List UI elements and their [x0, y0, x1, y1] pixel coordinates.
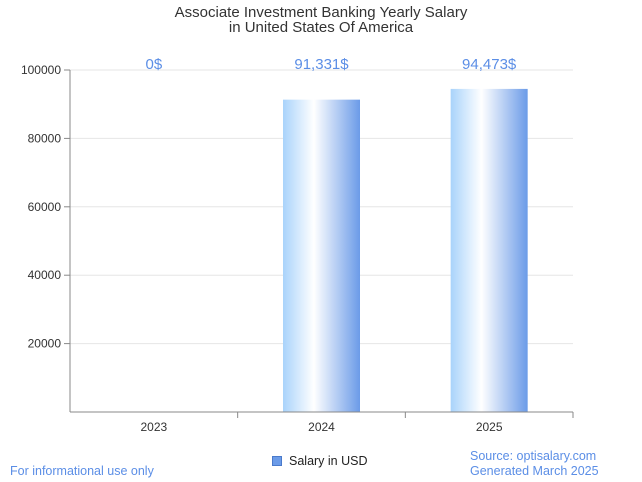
legend: Salary in USD [272, 454, 368, 468]
footer-disclaimer: For informational use only [10, 464, 154, 478]
data-labels: 0$ 91,331$ 94,473$ [145, 56, 516, 73]
footer-source: Source: optisalary.com [470, 449, 597, 463]
x-axis-ticks: 2023 2024 2025 [140, 412, 574, 434]
bar-2024 [283, 99, 360, 412]
y-tick-label: 40000 [28, 268, 62, 282]
legend-label: Salary in USD [289, 454, 368, 468]
chart-title-line-1: Associate Investment Banking Yearly Sala… [175, 4, 468, 21]
bar-2025 [450, 88, 528, 412]
data-label-2024: 91,331$ [294, 56, 349, 73]
data-label-2025: 94,473$ [462, 56, 517, 73]
x-tick-label-2023: 2023 [140, 420, 167, 434]
chart-title-line-2: in United States Of America [229, 19, 414, 36]
y-axis-ticks: 20000 40000 60000 80000 100000 [21, 63, 70, 351]
x-tick-label-2024: 2024 [308, 420, 335, 434]
y-tick-label: 80000 [28, 131, 62, 145]
y-tick-label: 100000 [21, 63, 61, 77]
bars [283, 88, 528, 412]
x-tick-label-2025: 2025 [476, 420, 503, 434]
legend-swatch [272, 456, 282, 466]
y-tick-label: 20000 [28, 337, 62, 351]
data-label-2023: 0$ [145, 56, 162, 73]
footer-generated: Generated March 2025 [470, 464, 599, 478]
y-tick-label: 60000 [28, 200, 62, 214]
